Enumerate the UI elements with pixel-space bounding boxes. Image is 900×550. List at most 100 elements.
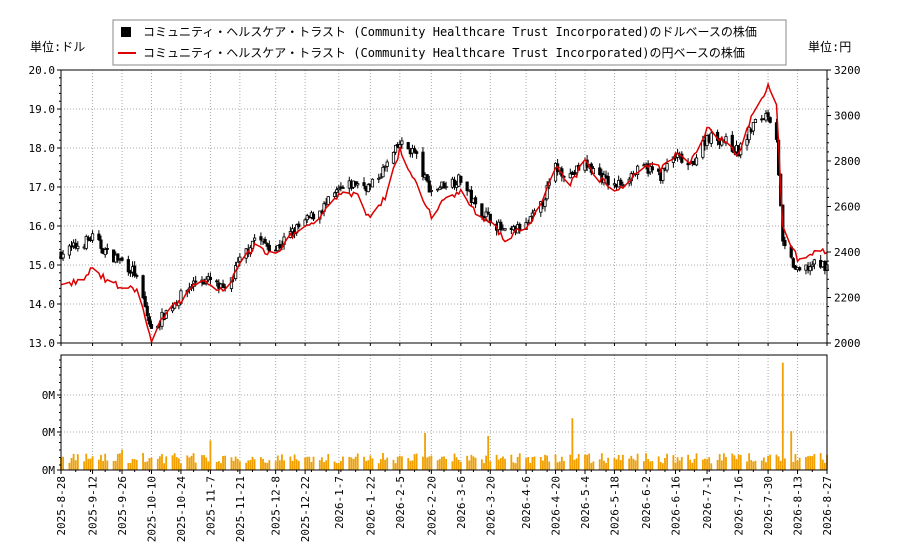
volume-bar xyxy=(798,457,801,470)
volume-bar xyxy=(426,457,429,470)
volume-bar xyxy=(293,454,296,470)
volume-bar xyxy=(249,459,252,470)
candle-body xyxy=(503,228,507,231)
candle-body xyxy=(377,177,381,180)
volume-bar xyxy=(253,459,256,470)
volume-bar xyxy=(89,458,92,470)
date-tick-label: 2025-10-24 xyxy=(175,476,188,543)
candle-body xyxy=(126,259,130,273)
volume-bar xyxy=(529,462,532,470)
volume-bar xyxy=(398,455,401,470)
volume-bar xyxy=(146,461,149,470)
volume-bar xyxy=(760,460,763,470)
candle-body xyxy=(253,237,257,241)
volume-bar xyxy=(159,456,161,470)
volume-bar xyxy=(733,455,736,470)
candle-body xyxy=(337,187,341,191)
volume-bar xyxy=(325,460,328,470)
volume-bar xyxy=(291,460,294,470)
volume-bar xyxy=(260,457,262,470)
volume-bar xyxy=(687,454,690,470)
candle-body xyxy=(709,132,713,144)
volume-bar xyxy=(127,463,130,470)
candle-body xyxy=(810,264,814,267)
volume-bar xyxy=(276,455,279,470)
volume-bar xyxy=(584,454,586,470)
volume-bar xyxy=(470,454,473,470)
legend-box xyxy=(112,19,787,66)
right-tick-label: 2200 xyxy=(834,292,861,305)
date-tick-label: 2026-5-4 xyxy=(579,476,592,529)
volume-tick-label: 0M xyxy=(42,426,56,439)
volume-bar xyxy=(409,460,412,470)
candle-body xyxy=(215,280,219,283)
legend-usd-label: コミュニティ・ヘルスケア・トラスト (Community Healthcare … xyxy=(143,24,757,39)
volume-bar xyxy=(407,457,410,470)
date-tick-label: 2026-1-7 xyxy=(333,476,346,529)
candle-body xyxy=(745,139,749,146)
candle-body xyxy=(650,166,654,171)
candle-body xyxy=(263,239,267,244)
volume-bar xyxy=(666,453,668,470)
volume-bar xyxy=(445,458,448,470)
volume-bar xyxy=(268,460,271,470)
volume-bars xyxy=(60,362,828,470)
candle-body xyxy=(393,144,398,153)
date-tick-label: 2026-6-16 xyxy=(670,476,683,536)
volume-bar xyxy=(217,461,220,470)
volume-bar xyxy=(762,457,765,470)
candle-body xyxy=(406,142,410,150)
volume-bar xyxy=(144,461,147,470)
volume-bar xyxy=(428,456,431,470)
volume-bar xyxy=(750,460,753,470)
candle-body xyxy=(568,173,572,179)
usd-candles xyxy=(59,109,829,331)
volume-bar xyxy=(748,453,751,470)
volume-bar xyxy=(203,455,205,470)
volume-bar xyxy=(779,460,782,470)
volume-bar xyxy=(215,461,218,470)
left-tick-label: 13.0 xyxy=(29,337,56,350)
volume-bar xyxy=(337,462,340,470)
date-tick-label: 2025-11-21 xyxy=(234,476,247,542)
volume-bar xyxy=(220,463,222,470)
volume-bar xyxy=(678,460,681,470)
date-tick-label: 2026-6-2 xyxy=(640,476,653,529)
volume-bar xyxy=(754,460,757,470)
candle-body xyxy=(621,184,625,186)
volume-bar xyxy=(352,458,355,470)
candle-body xyxy=(74,242,78,249)
candle-body xyxy=(598,167,602,175)
volume-bar xyxy=(100,454,102,470)
candle-body xyxy=(90,233,95,241)
candle-body xyxy=(61,253,65,259)
date-tick-label: 2026-7-1 xyxy=(701,476,714,529)
date-tick-label: 2025-11-7 xyxy=(204,476,217,536)
volume-bar xyxy=(548,461,551,470)
candle-body xyxy=(753,119,758,123)
volume-bar xyxy=(792,461,795,470)
volume-bar xyxy=(474,457,477,470)
volume-axis: 0M 0M 0M xyxy=(42,359,61,477)
volume-bar xyxy=(765,462,767,470)
candle-body xyxy=(766,112,770,118)
volume-bar xyxy=(674,462,677,470)
volume-bar xyxy=(752,461,755,470)
volume-bar xyxy=(289,456,292,470)
candle-body xyxy=(730,134,734,152)
candle-body xyxy=(421,151,425,177)
candle-body xyxy=(484,211,488,218)
date-tick-label: 2025-12-22 xyxy=(299,476,312,542)
volume-bar xyxy=(628,458,631,470)
candle-body xyxy=(381,166,385,178)
jpy-price-line xyxy=(60,81,828,345)
volume-bar xyxy=(274,461,277,470)
candle-body xyxy=(116,253,120,261)
candle-body xyxy=(636,165,640,175)
volume-bar xyxy=(516,456,519,470)
volume-bar xyxy=(813,453,816,470)
date-tick-label: 2026-8-13 xyxy=(792,476,805,536)
candle-body xyxy=(425,174,429,182)
volume-bar xyxy=(83,461,86,470)
candle-body xyxy=(105,248,109,250)
